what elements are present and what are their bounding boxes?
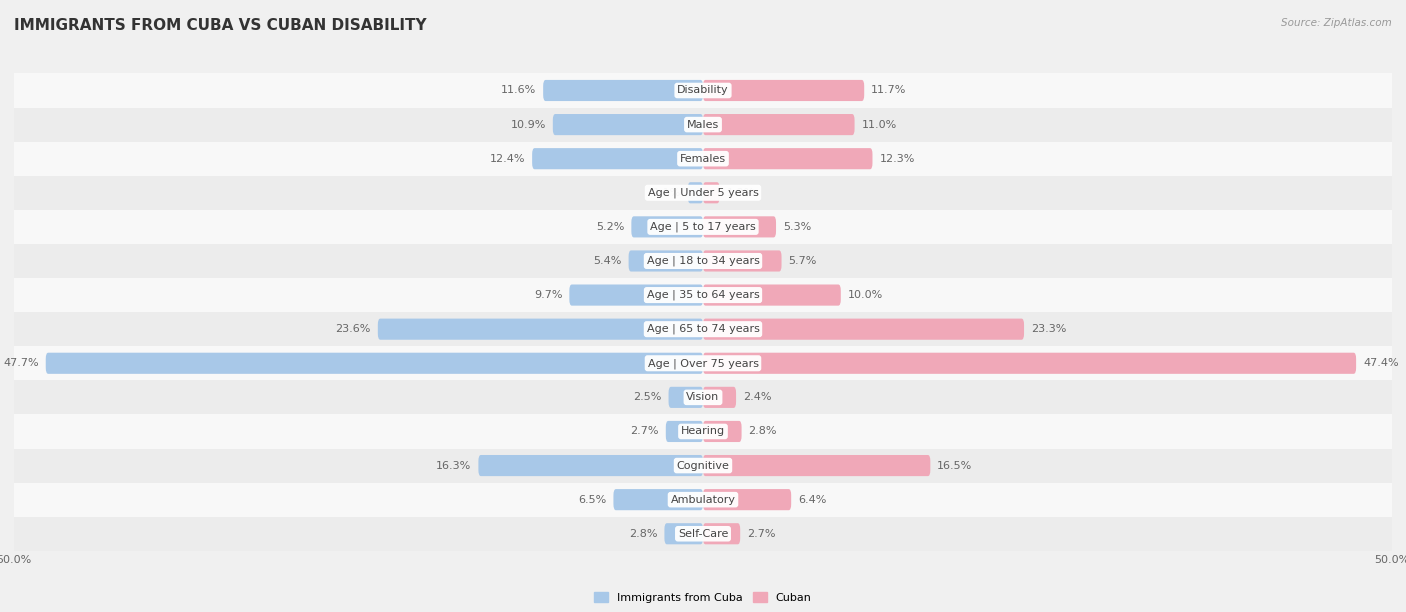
Text: Self-Care: Self-Care [678, 529, 728, 539]
Text: 2.7%: 2.7% [630, 427, 659, 436]
Text: 2.4%: 2.4% [742, 392, 772, 402]
Bar [14, 380, 1392, 414]
Text: 2.8%: 2.8% [628, 529, 658, 539]
Text: Females: Females [681, 154, 725, 163]
Text: 10.0%: 10.0% [848, 290, 883, 300]
FancyBboxPatch shape [669, 387, 703, 408]
Text: 2.8%: 2.8% [748, 427, 778, 436]
FancyBboxPatch shape [553, 114, 703, 135]
FancyBboxPatch shape [631, 216, 703, 237]
Bar [14, 414, 1392, 449]
Text: 11.6%: 11.6% [501, 86, 536, 95]
Text: 10.9%: 10.9% [510, 119, 546, 130]
Text: 16.5%: 16.5% [938, 461, 973, 471]
FancyBboxPatch shape [569, 285, 703, 305]
Text: 2.7%: 2.7% [747, 529, 776, 539]
FancyBboxPatch shape [46, 353, 703, 374]
Bar [14, 483, 1392, 517]
Text: Age | 65 to 74 years: Age | 65 to 74 years [647, 324, 759, 334]
Text: 5.4%: 5.4% [593, 256, 621, 266]
FancyBboxPatch shape [378, 319, 703, 340]
Text: Age | 35 to 64 years: Age | 35 to 64 years [647, 290, 759, 300]
FancyBboxPatch shape [703, 387, 737, 408]
Bar [14, 312, 1392, 346]
Text: 1.2%: 1.2% [727, 188, 755, 198]
FancyBboxPatch shape [703, 80, 865, 101]
Text: Disability: Disability [678, 86, 728, 95]
FancyBboxPatch shape [703, 489, 792, 510]
FancyBboxPatch shape [688, 182, 703, 203]
FancyBboxPatch shape [703, 353, 1357, 374]
Bar [14, 210, 1392, 244]
Text: 47.7%: 47.7% [3, 358, 39, 368]
FancyBboxPatch shape [628, 250, 703, 272]
Text: 11.7%: 11.7% [872, 86, 907, 95]
Text: Vision: Vision [686, 392, 720, 402]
Text: 1.1%: 1.1% [652, 188, 681, 198]
Text: 5.3%: 5.3% [783, 222, 811, 232]
FancyBboxPatch shape [703, 114, 855, 135]
Text: Ambulatory: Ambulatory [671, 494, 735, 505]
Text: 47.4%: 47.4% [1362, 358, 1399, 368]
Bar [14, 278, 1392, 312]
Text: 23.3%: 23.3% [1031, 324, 1066, 334]
Text: 5.7%: 5.7% [789, 256, 817, 266]
FancyBboxPatch shape [703, 182, 720, 203]
Bar [14, 141, 1392, 176]
Text: Males: Males [688, 119, 718, 130]
FancyBboxPatch shape [531, 148, 703, 170]
Text: 11.0%: 11.0% [862, 119, 897, 130]
Text: Source: ZipAtlas.com: Source: ZipAtlas.com [1281, 18, 1392, 28]
Text: 6.4%: 6.4% [799, 494, 827, 505]
FancyBboxPatch shape [703, 216, 776, 237]
FancyBboxPatch shape [703, 523, 740, 544]
FancyBboxPatch shape [666, 421, 703, 442]
FancyBboxPatch shape [478, 455, 703, 476]
Text: Age | 18 to 34 years: Age | 18 to 34 years [647, 256, 759, 266]
Text: 2.5%: 2.5% [633, 392, 662, 402]
Bar [14, 108, 1392, 141]
Bar [14, 176, 1392, 210]
Text: 23.6%: 23.6% [336, 324, 371, 334]
FancyBboxPatch shape [543, 80, 703, 101]
Legend: Immigrants from Cuba, Cuban: Immigrants from Cuba, Cuban [591, 588, 815, 607]
FancyBboxPatch shape [703, 319, 1024, 340]
Text: Cognitive: Cognitive [676, 461, 730, 471]
FancyBboxPatch shape [703, 148, 873, 170]
Text: Hearing: Hearing [681, 427, 725, 436]
Text: Age | Over 75 years: Age | Over 75 years [648, 358, 758, 368]
FancyBboxPatch shape [703, 455, 931, 476]
Text: Age | 5 to 17 years: Age | 5 to 17 years [650, 222, 756, 232]
Text: 12.4%: 12.4% [489, 154, 526, 163]
FancyBboxPatch shape [703, 285, 841, 305]
FancyBboxPatch shape [665, 523, 703, 544]
Bar [14, 449, 1392, 483]
FancyBboxPatch shape [703, 250, 782, 272]
Bar [14, 73, 1392, 108]
Text: 9.7%: 9.7% [534, 290, 562, 300]
Text: 5.2%: 5.2% [596, 222, 624, 232]
FancyBboxPatch shape [613, 489, 703, 510]
Bar [14, 517, 1392, 551]
Bar [14, 346, 1392, 380]
Text: IMMIGRANTS FROM CUBA VS CUBAN DISABILITY: IMMIGRANTS FROM CUBA VS CUBAN DISABILITY [14, 18, 426, 34]
FancyBboxPatch shape [703, 421, 741, 442]
Bar [14, 244, 1392, 278]
Text: 6.5%: 6.5% [578, 494, 606, 505]
Text: 16.3%: 16.3% [436, 461, 471, 471]
Text: Age | Under 5 years: Age | Under 5 years [648, 187, 758, 198]
Text: 12.3%: 12.3% [879, 154, 915, 163]
